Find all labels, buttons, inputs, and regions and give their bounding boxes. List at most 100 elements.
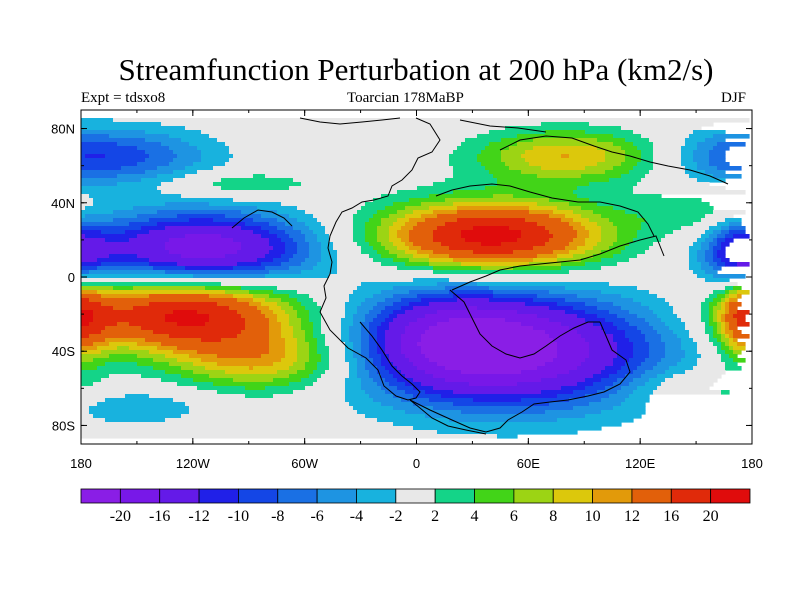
field-cell bbox=[381, 290, 410, 295]
field-cell bbox=[585, 130, 634, 135]
field-cell bbox=[717, 318, 722, 323]
field-cell bbox=[549, 214, 566, 219]
field-cell bbox=[737, 310, 750, 315]
field-cell bbox=[237, 298, 254, 303]
field-cell bbox=[637, 230, 674, 235]
field-cell bbox=[461, 410, 546, 415]
field-cell bbox=[89, 298, 238, 303]
field-cell bbox=[289, 322, 302, 327]
field-cell bbox=[189, 142, 226, 147]
field-cell bbox=[197, 350, 270, 355]
field-cell bbox=[289, 366, 306, 371]
field-cell bbox=[113, 286, 134, 291]
field-cell bbox=[417, 186, 486, 191]
field-cell bbox=[81, 406, 90, 411]
field-cell bbox=[725, 238, 734, 243]
field-cell bbox=[573, 406, 614, 411]
field-cell bbox=[405, 250, 418, 255]
field-cell bbox=[549, 290, 602, 295]
field-cell bbox=[365, 222, 382, 227]
field-cell bbox=[505, 318, 550, 323]
field-cell bbox=[629, 394, 650, 399]
field-cell bbox=[281, 262, 302, 267]
field-cell bbox=[297, 206, 362, 211]
field-cell bbox=[81, 254, 110, 259]
field-cell bbox=[309, 242, 322, 247]
experiment-label: Expt = tdsxo8 bbox=[81, 90, 166, 106]
field-cell bbox=[601, 326, 618, 331]
field-cell bbox=[125, 230, 150, 235]
field-cell bbox=[573, 254, 594, 259]
field-cell bbox=[397, 190, 454, 195]
field-cell bbox=[81, 334, 90, 339]
field-cell bbox=[357, 374, 370, 379]
field-cell bbox=[429, 262, 462, 267]
field-cell bbox=[521, 370, 570, 375]
field-cell bbox=[613, 134, 642, 139]
colorbar-swatch bbox=[710, 488, 751, 504]
field-cell bbox=[289, 266, 314, 271]
field-cell bbox=[377, 342, 386, 347]
coastline-south-america bbox=[319, 311, 421, 401]
field-cell bbox=[569, 250, 586, 255]
field-cell bbox=[705, 326, 714, 331]
field-cell bbox=[81, 286, 114, 291]
field-cell bbox=[681, 226, 710, 231]
field-cell bbox=[345, 398, 374, 403]
field-cell bbox=[597, 202, 710, 207]
field-cell bbox=[181, 138, 218, 143]
field-cell bbox=[457, 298, 490, 303]
field-cell bbox=[237, 310, 262, 315]
field-cell bbox=[633, 370, 646, 375]
colorbar-label: -16 bbox=[149, 508, 170, 525]
field-cell bbox=[601, 410, 646, 415]
field-cell bbox=[241, 210, 278, 215]
field-cell bbox=[253, 218, 278, 223]
field-cell bbox=[713, 326, 718, 331]
field-cell bbox=[261, 214, 290, 219]
field-cell bbox=[449, 162, 482, 167]
field-cell bbox=[653, 154, 682, 159]
field-cell bbox=[697, 362, 726, 367]
field-cell bbox=[725, 286, 734, 291]
field-cell bbox=[661, 318, 682, 323]
field-cell bbox=[433, 234, 462, 239]
field-cell bbox=[361, 350, 370, 355]
field-cell bbox=[361, 354, 370, 359]
field-cell bbox=[197, 146, 230, 151]
field-cell bbox=[189, 218, 214, 223]
field-cell bbox=[685, 370, 726, 375]
field-cell bbox=[681, 154, 694, 159]
field-cell bbox=[733, 350, 742, 355]
field-cell bbox=[633, 190, 746, 195]
field-cell bbox=[317, 350, 330, 355]
field-cell bbox=[197, 170, 454, 175]
field-cell bbox=[81, 138, 146, 143]
field-cell bbox=[81, 122, 162, 127]
field-cell bbox=[329, 346, 346, 351]
x-axis: 180 120W 60W 0 60E 120E 180 bbox=[70, 110, 763, 471]
field-cell bbox=[681, 318, 702, 323]
field-cell bbox=[629, 310, 654, 315]
field-cell bbox=[377, 210, 398, 215]
field-cell bbox=[629, 322, 650, 327]
field-cell bbox=[537, 366, 578, 371]
field-cell bbox=[681, 146, 698, 151]
field-cell bbox=[385, 306, 402, 311]
field-cell bbox=[673, 330, 690, 335]
field-cell bbox=[81, 230, 102, 235]
field-cell bbox=[349, 362, 358, 367]
field-cell bbox=[721, 230, 730, 235]
field-cell bbox=[313, 322, 322, 327]
field-cell bbox=[81, 154, 86, 159]
field-cell bbox=[725, 302, 730, 307]
field-cell bbox=[621, 386, 638, 391]
coastline-africa bbox=[449, 289, 600, 359]
field-cell bbox=[165, 354, 190, 359]
field-cell bbox=[665, 378, 718, 383]
field-cell bbox=[309, 342, 318, 347]
field-cell bbox=[393, 242, 406, 247]
field-cell bbox=[277, 218, 298, 223]
field-cell bbox=[285, 246, 298, 251]
field-cell bbox=[365, 366, 378, 371]
